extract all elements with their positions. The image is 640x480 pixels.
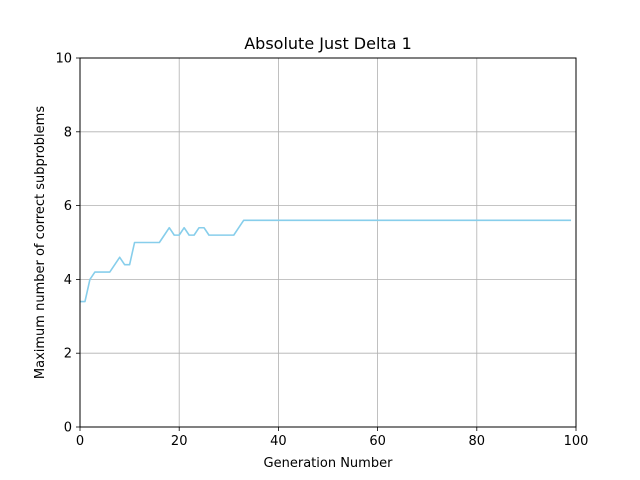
x-tick-label: 80 (469, 434, 486, 449)
y-tick-label: 0 (64, 421, 72, 436)
y-tick-label: 2 (64, 347, 72, 362)
series-line (80, 219, 572, 303)
x-tick-label: 20 (171, 434, 188, 449)
x-tick-label: 40 (270, 434, 287, 449)
y-tick-label: 6 (64, 199, 72, 214)
x-axis-ticks: 0 20 40 60 80 100 (76, 427, 589, 449)
y-axis-label: Maximum number of correct subproblems (33, 106, 48, 379)
x-tick-label: 100 (564, 434, 589, 449)
chart-title: Absolute Just Delta 1 (244, 34, 412, 53)
plot-frame (79, 57, 577, 428)
y-axis-ticks: 0 2 4 6 8 10 (55, 52, 80, 436)
y-tick-label: 4 (64, 273, 72, 288)
series-group (80, 219, 572, 303)
x-axis-label: Generation Number (264, 456, 394, 471)
x-tick-label: 60 (369, 434, 386, 449)
x-tick-label: 0 (76, 434, 84, 449)
y-tick-label: 8 (64, 125, 72, 140)
y-tick-label: 10 (55, 52, 72, 67)
